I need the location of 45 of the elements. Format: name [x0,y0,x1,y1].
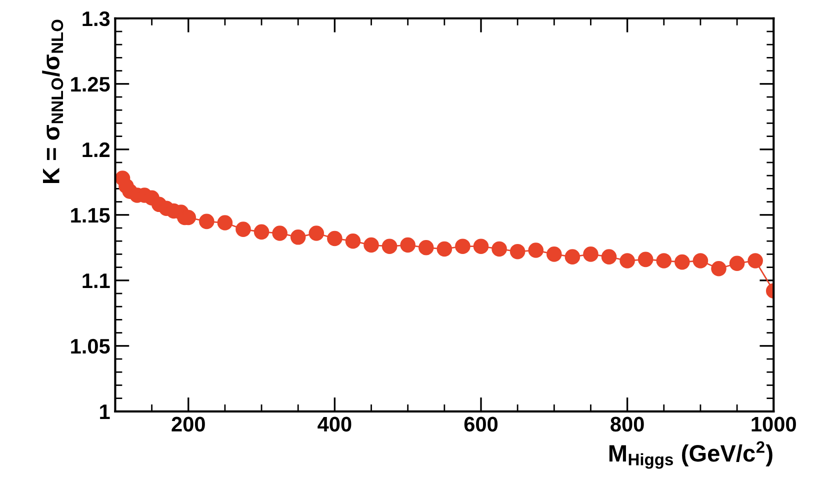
point [620,253,635,268]
y-tick-label: 1.3 [82,11,110,26]
y-tick-label: 1.1 [82,274,110,288]
point [748,253,763,268]
point [674,254,690,270]
x-tick-label: 1000 [752,416,796,432]
x-tick-label: 400 [318,416,352,432]
point [364,237,379,253]
point [254,224,270,240]
point [455,238,470,254]
point [382,238,398,254]
point [418,240,434,256]
point [308,226,324,241]
x-tick-label: 800 [610,416,644,432]
point [217,215,233,230]
point [400,237,416,253]
x-axis-title: M$_{Higgs}$ (GeV/c$^{2}$) [609,441,772,469]
point [528,242,544,258]
point [345,233,361,249]
point [638,252,654,268]
y-tick-label: 1.2 [82,142,110,157]
y-tick-label: 1.25 [71,76,110,92]
point [601,249,617,264]
x-tick-label: 200 [172,416,205,432]
point [546,246,562,262]
point [199,214,214,230]
y-tick-label: 1.05 [71,338,110,354]
point [711,260,726,276]
point [656,253,672,268]
point [272,226,288,241]
y-axis-title: K = σ$_{NNLO}$/σ$_{NLO}$ [42,20,64,184]
y-tick-label: 1 [100,404,110,419]
point [583,246,598,262]
point [473,238,489,254]
point [492,241,507,257]
point [510,244,526,260]
y-tick-label: 1.15 [71,208,110,223]
x-tick-label: 600 [464,416,498,432]
point [692,253,708,268]
point [564,249,580,264]
point [436,241,452,257]
point [290,230,306,245]
point [327,230,342,246]
point [729,256,745,272]
point [236,222,251,237]
